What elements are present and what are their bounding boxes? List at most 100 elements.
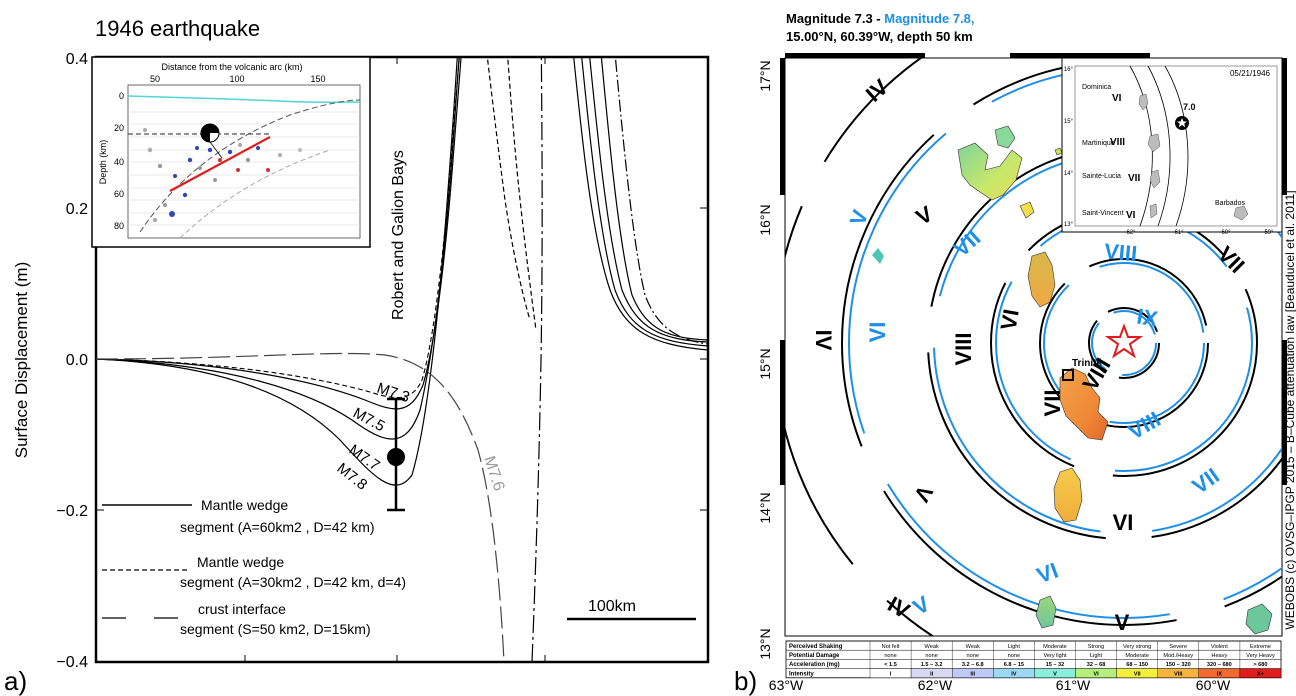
map-inset-magnitude: 7.0 xyxy=(1183,102,1196,112)
map-inset-island-label: Sainte-Lucia xyxy=(1082,173,1121,180)
epicenter-star-icon xyxy=(1104,323,1144,359)
scale-table-cell: Strong xyxy=(1088,644,1104,650)
intensity-color-cell xyxy=(1239,668,1282,678)
roman-label: VI xyxy=(865,322,890,343)
scale-table-cell: 32 – 68 xyxy=(1087,662,1106,668)
scale-table-cell: Violent xyxy=(1211,644,1228,650)
y-tick-label: 0.4 xyxy=(66,51,88,68)
scale-table-cell: 68 – 150 xyxy=(1126,662,1148,668)
inset-x-tick: 150 xyxy=(310,74,325,84)
curve-label-m73: M7.3 xyxy=(375,380,412,406)
island-martinique xyxy=(1059,367,1109,441)
inset-grid xyxy=(128,111,360,226)
map-inset-island-label: Saint-Vincent xyxy=(1082,210,1124,217)
y-tick-label: 0.0 xyxy=(66,352,88,369)
map-title-line2: 15.00°N, 60.39°W, depth 50 km xyxy=(786,29,973,44)
scale-table-cell: Moderate xyxy=(1043,644,1067,650)
scale-table-cell: Very Heavy xyxy=(1246,653,1275,659)
curve-crust-right xyxy=(531,57,543,662)
map-inset: 05/21/1946 16° 15° 14° 13° -62° -61° -60… xyxy=(1061,57,1283,236)
scale-table-cell: 320 – 680 xyxy=(1207,662,1232,668)
scale-table-cell: 3.2 – 6.8 xyxy=(962,662,984,668)
map-inset-date: 05/21/1946 xyxy=(1230,69,1271,78)
inset-x-tick: 100 xyxy=(229,74,244,84)
map-title-line1: Magnitude 7.3 - Magnitude 7.8, xyxy=(786,11,975,26)
panel-a-title: 1946 earthquake xyxy=(95,16,260,41)
map-inset-islands xyxy=(1138,93,1249,221)
lat-label-16: 16°N xyxy=(757,204,773,235)
inset-seismicity xyxy=(143,128,302,223)
scale-table-cell: Mod./Heavy xyxy=(1163,653,1193,659)
scale-table-cell: 15 – 32 xyxy=(1046,662,1065,668)
lat-label-17: 17°N xyxy=(757,60,773,91)
inset-y-tick: 60 xyxy=(114,189,124,199)
lat-label-14: 14°N xyxy=(757,492,773,523)
scale-table-cell: Not felt xyxy=(882,644,900,650)
panel-b-label: b) xyxy=(734,666,757,696)
inset-xlabel: Distance from the volcanic arc (km) xyxy=(161,62,302,72)
scale-table-cell: VIII xyxy=(1174,671,1183,677)
trinite-marker: Trinité xyxy=(1062,358,1102,381)
lat-label-15: 15°N xyxy=(757,348,773,379)
scale-table-cell: < 1.5 xyxy=(884,662,897,668)
roman-label: V xyxy=(1115,610,1130,635)
lon-label-60: 60°W xyxy=(1196,677,1231,693)
island-barbados xyxy=(1245,603,1273,635)
inset-slab-line-lower xyxy=(179,149,331,239)
map-inset-island-label: Martinique xyxy=(1082,140,1115,147)
scale-table-cell: Weak xyxy=(966,644,980,650)
island-montserrat xyxy=(872,248,884,264)
legend-item-1-line2: segment (A=60km2 , D=42 km) xyxy=(180,519,375,535)
roman-label: VIII xyxy=(951,332,976,365)
map-inset-lon: -62° xyxy=(1124,230,1136,236)
scale-table-cell: X+ xyxy=(1257,671,1265,677)
island-saint-vincent xyxy=(1035,595,1057,629)
legend-item-3-line1: crust interface xyxy=(198,601,286,617)
island-marie-galante xyxy=(1019,201,1035,219)
panel-a-label: a) xyxy=(4,666,27,696)
map-inset-star-icon xyxy=(1175,116,1189,130)
map-inset-lat: 16° xyxy=(1064,67,1074,73)
scale-table-cell: VII xyxy=(1134,671,1141,677)
lon-label-63: 63°W xyxy=(769,677,804,693)
island-saint-lucia xyxy=(1053,467,1083,523)
islands xyxy=(872,125,1273,635)
legend-item-2-line2: segment (A=30km2 , D=42 km, d=4) xyxy=(180,574,406,590)
scale-table-cell: Heavy xyxy=(1211,653,1227,659)
y-tick-label: −0.2 xyxy=(56,503,88,520)
map-inset-intensity: VII xyxy=(1128,173,1140,184)
panel-a: 1946 earthquake a) 0.4 0.2 0.0 −0.2 −0.4… xyxy=(4,16,710,696)
map-inset-island-label: Dominica xyxy=(1082,84,1111,91)
inset-x-tick: 50 xyxy=(150,74,160,84)
panel-b: b) Magnitude 7.3 - Magnitude 7.8, 15.00°… xyxy=(734,11,1296,696)
scale-table-cell: I xyxy=(890,671,892,677)
scale-table-row-header: Acceleration (mg) xyxy=(789,662,840,668)
roman-label: VI xyxy=(995,307,1023,332)
y-tick-label: −0.4 xyxy=(56,654,88,671)
panel-a-inset: Distance from the volcanic arc (km) 50 1… xyxy=(91,56,371,248)
bays-label: Robert and Galion Bays xyxy=(390,150,407,320)
scale-table-cell: Light xyxy=(1008,644,1021,650)
inset-rupture-segment xyxy=(169,136,271,192)
map-inset-lon: -61° xyxy=(1172,230,1184,236)
scale-table-cell: IV xyxy=(1011,671,1017,677)
map-credit: WEBOBS (c) OVSG–IPGP 2015 – B–Cube atten… xyxy=(1283,190,1296,629)
scale-table-cell: Severe xyxy=(1169,644,1187,650)
map-inset-lat: 14° xyxy=(1064,171,1074,177)
y-tick-label: 0.2 xyxy=(66,201,88,218)
scale-table-cell: Light xyxy=(1090,653,1103,659)
roman-label: VIII xyxy=(1103,239,1138,267)
scale-table-row-header: Perceived Shaking xyxy=(789,644,843,650)
scale-bar-label: 100km xyxy=(588,598,636,615)
scale-table-cell: Very light xyxy=(1043,653,1066,659)
legend-item-1-line1: Mantle wedge xyxy=(201,497,288,513)
map-inset-lat: 15° xyxy=(1064,119,1074,125)
roman-label: IX xyxy=(1135,303,1160,331)
curve-m77 xyxy=(96,57,460,440)
inset-slab-line xyxy=(139,99,361,233)
map-inset-plot xyxy=(1074,65,1278,227)
inset-y-tick: 20 xyxy=(114,123,124,133)
map-border-ticks xyxy=(780,53,1287,485)
scale-table-cell: IX xyxy=(1217,671,1223,677)
